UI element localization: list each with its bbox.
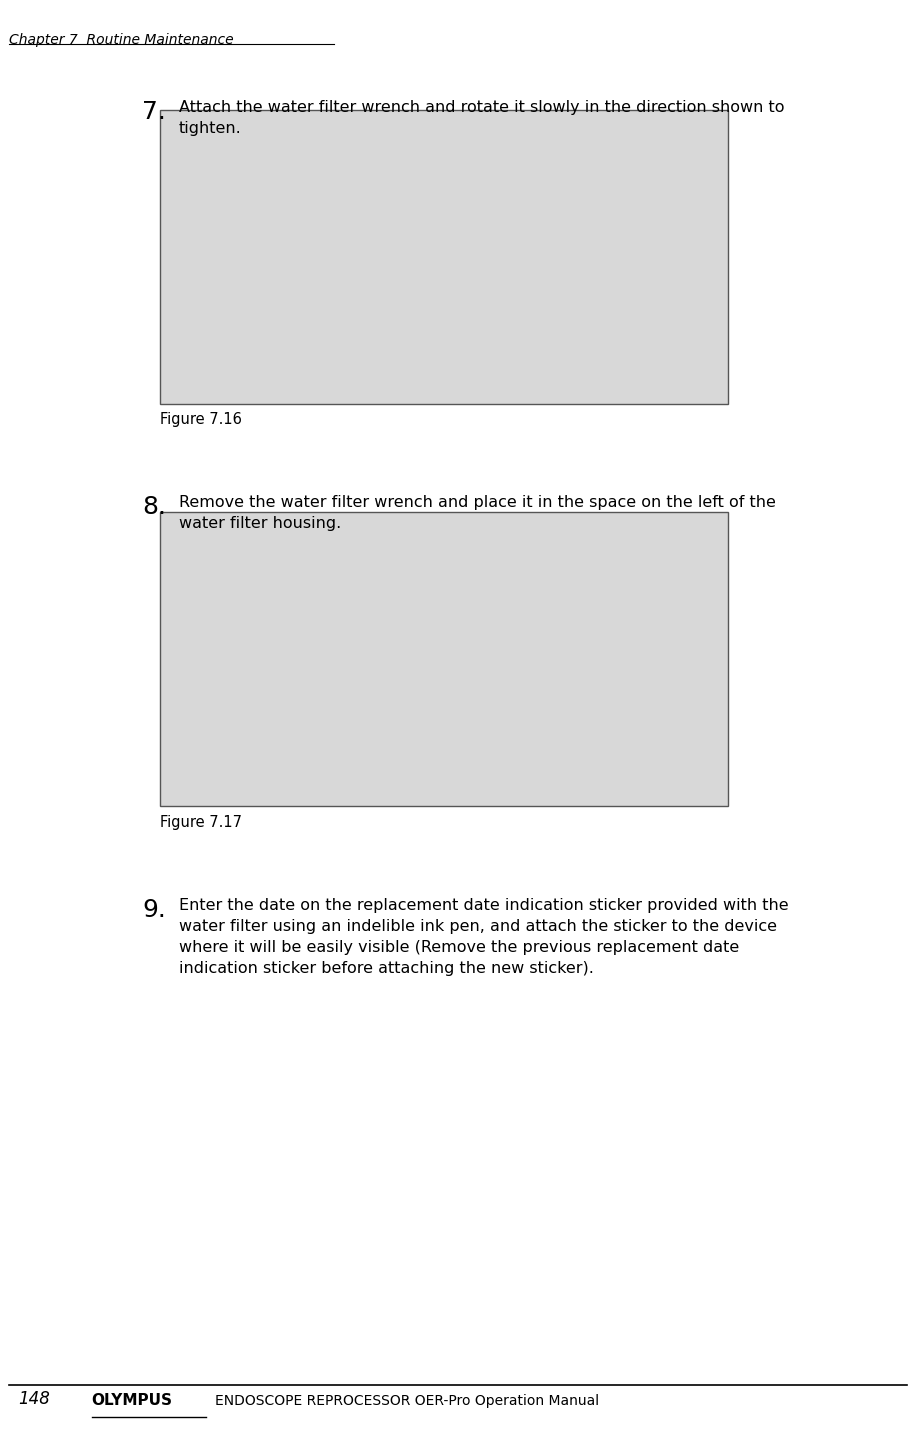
FancyBboxPatch shape (160, 110, 728, 404)
Text: ENDOSCOPE REPROCESSOR OER-Pro Operation Manual: ENDOSCOPE REPROCESSOR OER-Pro Operation … (215, 1394, 599, 1408)
Text: OLYMPUS: OLYMPUS (92, 1394, 172, 1408)
Text: 9.: 9. (142, 898, 166, 922)
Text: Chapter 7  Routine Maintenance: Chapter 7 Routine Maintenance (9, 33, 234, 47)
Text: 7.: 7. (142, 100, 166, 125)
Text: Remove the water filter wrench and place it in the space on the left of the
wate: Remove the water filter wrench and place… (179, 495, 776, 531)
Text: 148: 148 (18, 1390, 50, 1408)
Text: Figure 7.16: Figure 7.16 (160, 412, 242, 426)
Text: Figure 7.17: Figure 7.17 (160, 815, 243, 829)
FancyBboxPatch shape (160, 512, 728, 806)
Text: Enter the date on the replacement date indication sticker provided with the
wate: Enter the date on the replacement date i… (179, 898, 789, 975)
Text: Attach the water filter wrench and rotate it slowly in the direction shown to
ti: Attach the water filter wrench and rotat… (179, 100, 784, 136)
Text: 8.: 8. (142, 495, 166, 519)
